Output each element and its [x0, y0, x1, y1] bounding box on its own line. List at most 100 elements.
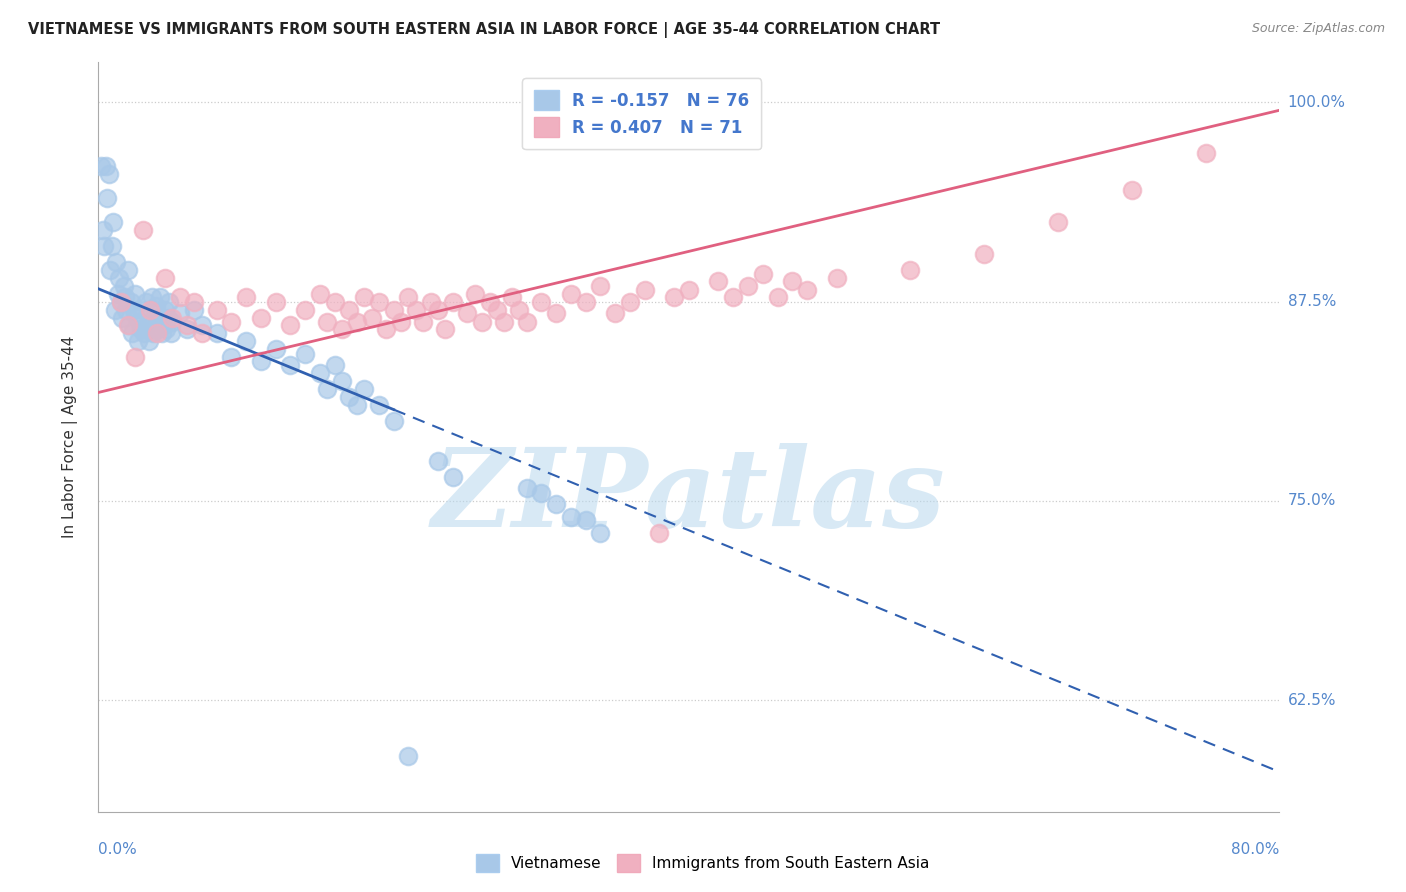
Point — [752, 268, 775, 282]
Point — [737, 278, 759, 293]
Point — [330, 374, 353, 388]
Point — [1046, 215, 1070, 229]
Point — [405, 302, 427, 317]
Point — [309, 286, 332, 301]
Point — [124, 351, 146, 365]
Point — [516, 315, 538, 329]
Point — [375, 321, 398, 335]
Point — [973, 246, 995, 260]
Point — [368, 294, 391, 309]
Point — [900, 262, 922, 277]
Point — [142, 326, 165, 341]
Point — [122, 302, 145, 317]
Point — [486, 302, 509, 317]
Point — [104, 302, 127, 317]
Point — [153, 302, 176, 317]
Text: 87.5%: 87.5% — [1288, 294, 1336, 309]
Point — [280, 359, 302, 373]
Point — [508, 302, 530, 317]
Text: 75.0%: 75.0% — [1288, 493, 1336, 508]
Point — [143, 306, 166, 320]
Point — [664, 290, 686, 304]
Point — [115, 302, 138, 317]
Point — [323, 294, 346, 309]
Point — [427, 302, 450, 317]
Point — [169, 306, 191, 320]
Point — [152, 318, 174, 333]
Text: 62.5%: 62.5% — [1288, 692, 1336, 707]
Point — [441, 470, 464, 484]
Text: Source: ZipAtlas.com: Source: ZipAtlas.com — [1251, 22, 1385, 36]
Point — [457, 306, 479, 320]
Point — [105, 254, 128, 268]
Point — [128, 315, 150, 329]
Point — [138, 334, 160, 349]
Point — [121, 326, 143, 341]
Point — [589, 525, 612, 540]
Point — [235, 290, 257, 304]
Point — [250, 310, 273, 325]
Point — [330, 321, 353, 335]
Point — [368, 398, 391, 412]
Point — [146, 321, 169, 335]
Point — [530, 486, 553, 500]
Point — [98, 262, 121, 277]
Point — [464, 286, 486, 301]
Point — [112, 278, 135, 293]
Point — [560, 509, 582, 524]
Point — [155, 321, 177, 335]
Point — [678, 284, 700, 298]
Point — [221, 315, 243, 329]
Point — [125, 310, 148, 325]
Point — [132, 223, 155, 237]
Point — [398, 748, 420, 763]
Point — [205, 326, 228, 341]
Legend: R = -0.157   N = 76, R = 0.407   N = 71: R = -0.157 N = 76, R = 0.407 N = 71 — [522, 78, 761, 149]
Point — [1195, 146, 1218, 161]
Point — [478, 294, 501, 309]
Point — [117, 318, 139, 333]
Point — [148, 310, 170, 325]
Point — [150, 326, 173, 341]
Point — [434, 321, 457, 335]
Point — [250, 353, 273, 368]
Point — [353, 382, 375, 396]
Point — [707, 274, 730, 288]
Point — [280, 318, 302, 333]
Point — [575, 513, 598, 527]
Point — [127, 334, 149, 349]
Point — [145, 299, 167, 313]
Text: 80.0%: 80.0% — [1232, 842, 1279, 857]
Point — [159, 326, 181, 341]
Point — [501, 290, 523, 304]
Point — [316, 315, 339, 329]
Point — [183, 302, 205, 317]
Point — [648, 525, 671, 540]
Point — [111, 310, 134, 325]
Point — [360, 310, 382, 325]
Legend: Vietnamese, Immigrants from South Eastern Asia: Vietnamese, Immigrants from South Easter… — [468, 846, 938, 880]
Point — [176, 321, 198, 335]
Point — [782, 274, 804, 288]
Point — [110, 294, 132, 309]
Point — [494, 315, 516, 329]
Point — [339, 390, 361, 404]
Point — [427, 454, 450, 468]
Point — [382, 414, 405, 428]
Point — [169, 290, 191, 304]
Point — [235, 334, 257, 349]
Point — [309, 367, 332, 381]
Point — [141, 290, 163, 304]
Point — [91, 223, 114, 237]
Point — [139, 315, 162, 329]
Text: VIETNAMESE VS IMMIGRANTS FROM SOUTH EASTERN ASIA IN LABOR FORCE | AGE 35-44 CORR: VIETNAMESE VS IMMIGRANTS FROM SOUTH EAST… — [28, 22, 941, 38]
Point — [560, 286, 582, 301]
Point — [619, 294, 641, 309]
Point — [139, 302, 162, 317]
Point — [389, 315, 412, 329]
Text: 100.0%: 100.0% — [1288, 95, 1346, 110]
Point — [530, 294, 553, 309]
Point — [589, 278, 612, 293]
Point — [103, 215, 125, 229]
Point — [146, 326, 169, 341]
